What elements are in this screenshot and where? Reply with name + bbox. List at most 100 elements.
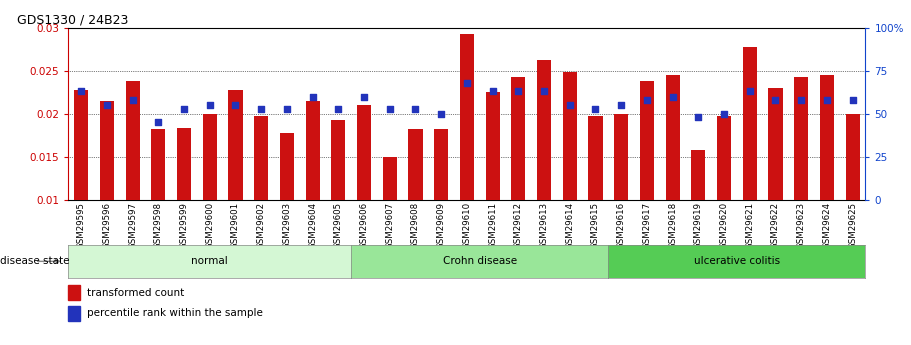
Point xyxy=(717,111,732,117)
Bar xyxy=(74,90,88,200)
Point xyxy=(614,102,629,108)
Point xyxy=(228,102,242,108)
Bar xyxy=(691,150,705,200)
Point xyxy=(691,115,706,120)
Text: GSM29607: GSM29607 xyxy=(385,202,394,249)
Point xyxy=(537,89,551,94)
Text: GSM29610: GSM29610 xyxy=(463,202,471,249)
Text: GSM29623: GSM29623 xyxy=(796,202,805,249)
Text: GSM29608: GSM29608 xyxy=(411,202,420,249)
Bar xyxy=(151,128,166,200)
Text: GSM29601: GSM29601 xyxy=(231,202,240,249)
Text: GSM29597: GSM29597 xyxy=(128,202,138,249)
Point xyxy=(434,111,448,117)
Text: GSM29615: GSM29615 xyxy=(591,202,600,249)
Bar xyxy=(202,114,217,200)
Text: GSM29595: GSM29595 xyxy=(77,202,86,249)
Text: GSM29614: GSM29614 xyxy=(565,202,574,249)
Bar xyxy=(332,120,345,200)
Bar xyxy=(357,105,371,200)
Text: GSM29603: GSM29603 xyxy=(282,202,292,249)
Bar xyxy=(742,47,757,200)
Bar xyxy=(486,92,499,200)
Bar xyxy=(68,285,80,300)
Point xyxy=(793,97,808,103)
Text: GSM29625: GSM29625 xyxy=(848,202,857,249)
Bar xyxy=(229,90,242,200)
Point xyxy=(254,106,269,111)
Point xyxy=(459,80,474,86)
Point xyxy=(511,89,526,94)
Text: GSM29619: GSM29619 xyxy=(694,202,702,249)
Text: GSM29613: GSM29613 xyxy=(539,202,548,249)
Text: GSM29598: GSM29598 xyxy=(154,202,163,249)
Point xyxy=(640,97,654,103)
Text: GSM29606: GSM29606 xyxy=(360,202,369,249)
Bar xyxy=(408,128,423,200)
Bar xyxy=(280,133,294,200)
Bar xyxy=(383,157,397,200)
Text: GSM29624: GSM29624 xyxy=(823,202,832,249)
Text: disease state: disease state xyxy=(0,256,69,266)
Text: GSM29617: GSM29617 xyxy=(642,202,651,249)
Text: GSM29611: GSM29611 xyxy=(488,202,497,249)
Bar xyxy=(845,114,860,200)
Text: GSM29602: GSM29602 xyxy=(257,202,266,249)
Text: percentile rank within the sample: percentile rank within the sample xyxy=(87,308,262,318)
Bar xyxy=(537,59,551,200)
Bar xyxy=(68,306,80,321)
Text: GSM29620: GSM29620 xyxy=(720,202,729,249)
Text: GSM29621: GSM29621 xyxy=(745,202,754,249)
Bar xyxy=(100,101,114,200)
Text: GSM29605: GSM29605 xyxy=(333,202,343,249)
Text: GDS1330 / 24B23: GDS1330 / 24B23 xyxy=(16,13,128,27)
Text: ulcerative colitis: ulcerative colitis xyxy=(694,256,780,266)
Point xyxy=(665,94,680,99)
Point xyxy=(742,89,757,94)
Point xyxy=(202,102,217,108)
Bar xyxy=(254,116,268,200)
Point xyxy=(305,94,320,99)
Point xyxy=(589,106,603,111)
Point xyxy=(126,97,140,103)
Bar xyxy=(460,34,474,200)
Text: transformed count: transformed count xyxy=(87,288,184,298)
Point xyxy=(845,97,860,103)
Bar xyxy=(177,128,191,200)
Point xyxy=(562,102,577,108)
Bar xyxy=(305,101,320,200)
Text: GSM29600: GSM29600 xyxy=(205,202,214,249)
Bar xyxy=(666,75,680,200)
Point xyxy=(280,106,294,111)
Point xyxy=(151,120,166,125)
Point xyxy=(177,106,191,111)
Text: GSM29622: GSM29622 xyxy=(771,202,780,249)
Text: GSM29616: GSM29616 xyxy=(617,202,626,249)
Point xyxy=(408,106,423,111)
Bar xyxy=(614,114,629,200)
Text: GSM29604: GSM29604 xyxy=(308,202,317,249)
Point xyxy=(768,97,783,103)
Text: GSM29596: GSM29596 xyxy=(102,202,111,249)
Bar xyxy=(511,77,526,200)
Bar xyxy=(717,117,732,200)
Bar xyxy=(794,77,808,200)
Text: Crohn disease: Crohn disease xyxy=(443,256,517,266)
Point xyxy=(486,89,500,94)
Bar xyxy=(126,81,139,200)
Point xyxy=(820,97,834,103)
Point xyxy=(357,94,372,99)
Bar xyxy=(768,88,783,200)
Text: GSM29609: GSM29609 xyxy=(436,202,445,249)
Point xyxy=(74,89,88,94)
Bar xyxy=(435,128,448,200)
Bar xyxy=(563,72,577,200)
Point xyxy=(383,106,397,111)
Text: GSM29618: GSM29618 xyxy=(668,202,677,249)
Text: GSM29599: GSM29599 xyxy=(179,202,189,249)
Text: GSM29612: GSM29612 xyxy=(514,202,523,249)
Bar xyxy=(820,75,834,200)
Point xyxy=(99,102,114,108)
Bar xyxy=(589,116,602,200)
Text: normal: normal xyxy=(191,256,228,266)
